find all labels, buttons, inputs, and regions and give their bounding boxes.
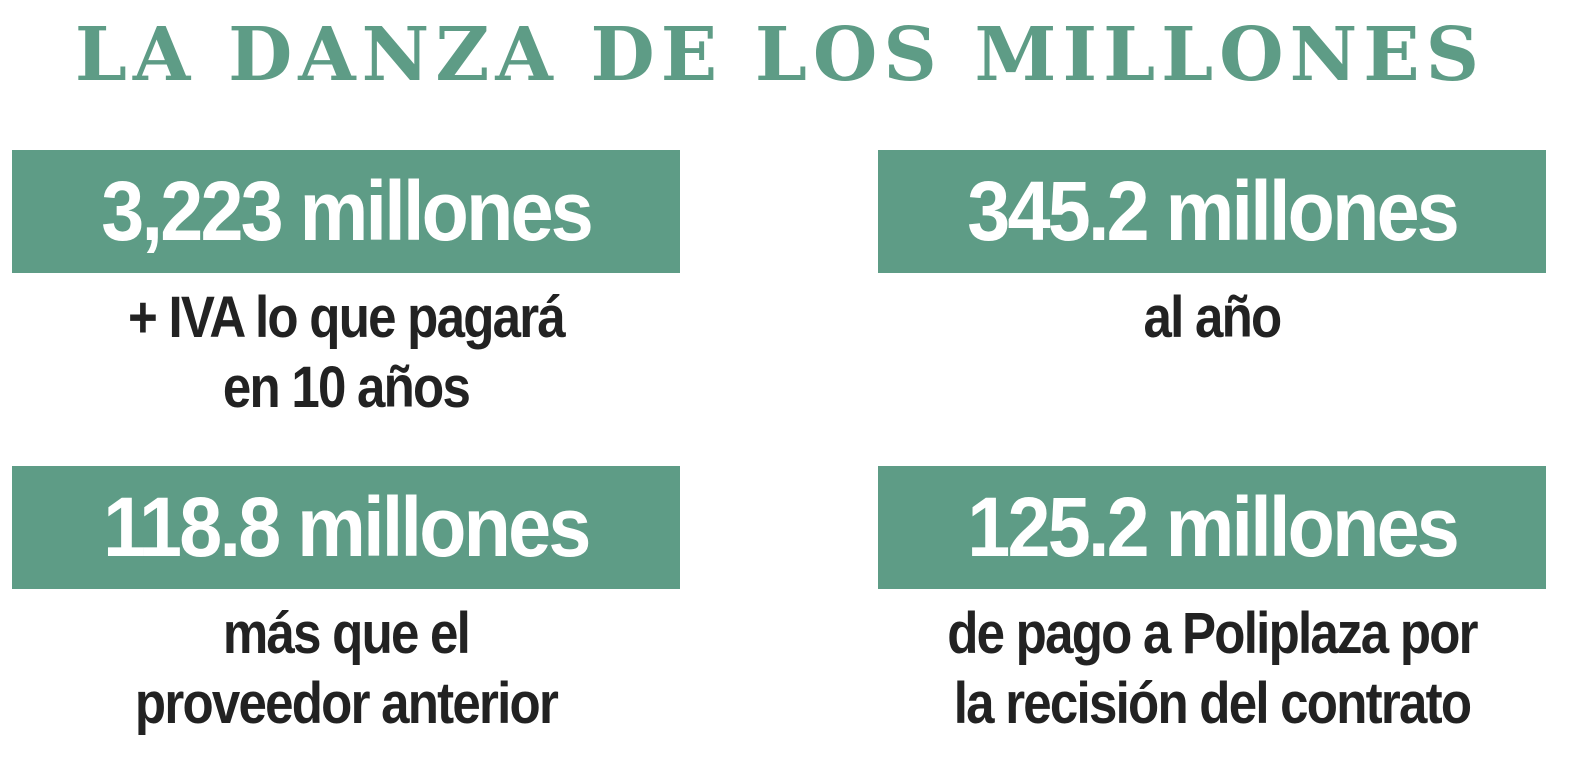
description-line: de pago a Poliplaza por [947, 601, 1478, 666]
description: de pago a Poliplaza por la recisión del c… [878, 599, 1546, 739]
title: LA DANZA DE LOS MILLONES [74, 12, 1486, 98]
amount: 125.2 millones [967, 480, 1459, 574]
card: 118.8 millones más que el proveedor anteri… [12, 466, 680, 739]
amount-box: 125.2 millones [878, 466, 1546, 589]
card: 3,223 millones + IVA lo que pagará en 10 a… [12, 150, 680, 423]
card: 125.2 millones de pago a Poliplaza por la … [878, 466, 1546, 739]
amount-box: 118.8 millones [12, 466, 680, 589]
description-line: en 10 años [222, 355, 471, 420]
amount: 118.8 millones [103, 480, 591, 574]
description-line: la recisión del contrato [953, 671, 1472, 736]
description: al año [878, 283, 1546, 353]
amount-box: 345.2 millones [878, 150, 1546, 273]
description-line: más que el [222, 601, 471, 666]
description: más que el proveedor anterior [12, 599, 680, 739]
description-line: + IVA lo que pagará [128, 285, 566, 350]
description: + IVA lo que pagará en 10 años [12, 283, 680, 423]
amount-box: 3,223 millones [12, 150, 680, 273]
description-line: proveedor anterior [134, 671, 559, 736]
description-line: al año [1143, 285, 1283, 350]
card: 345.2 millones al año [878, 150, 1546, 353]
amount: 3,223 millones [101, 164, 593, 258]
amount: 345.2 millones [967, 164, 1459, 258]
